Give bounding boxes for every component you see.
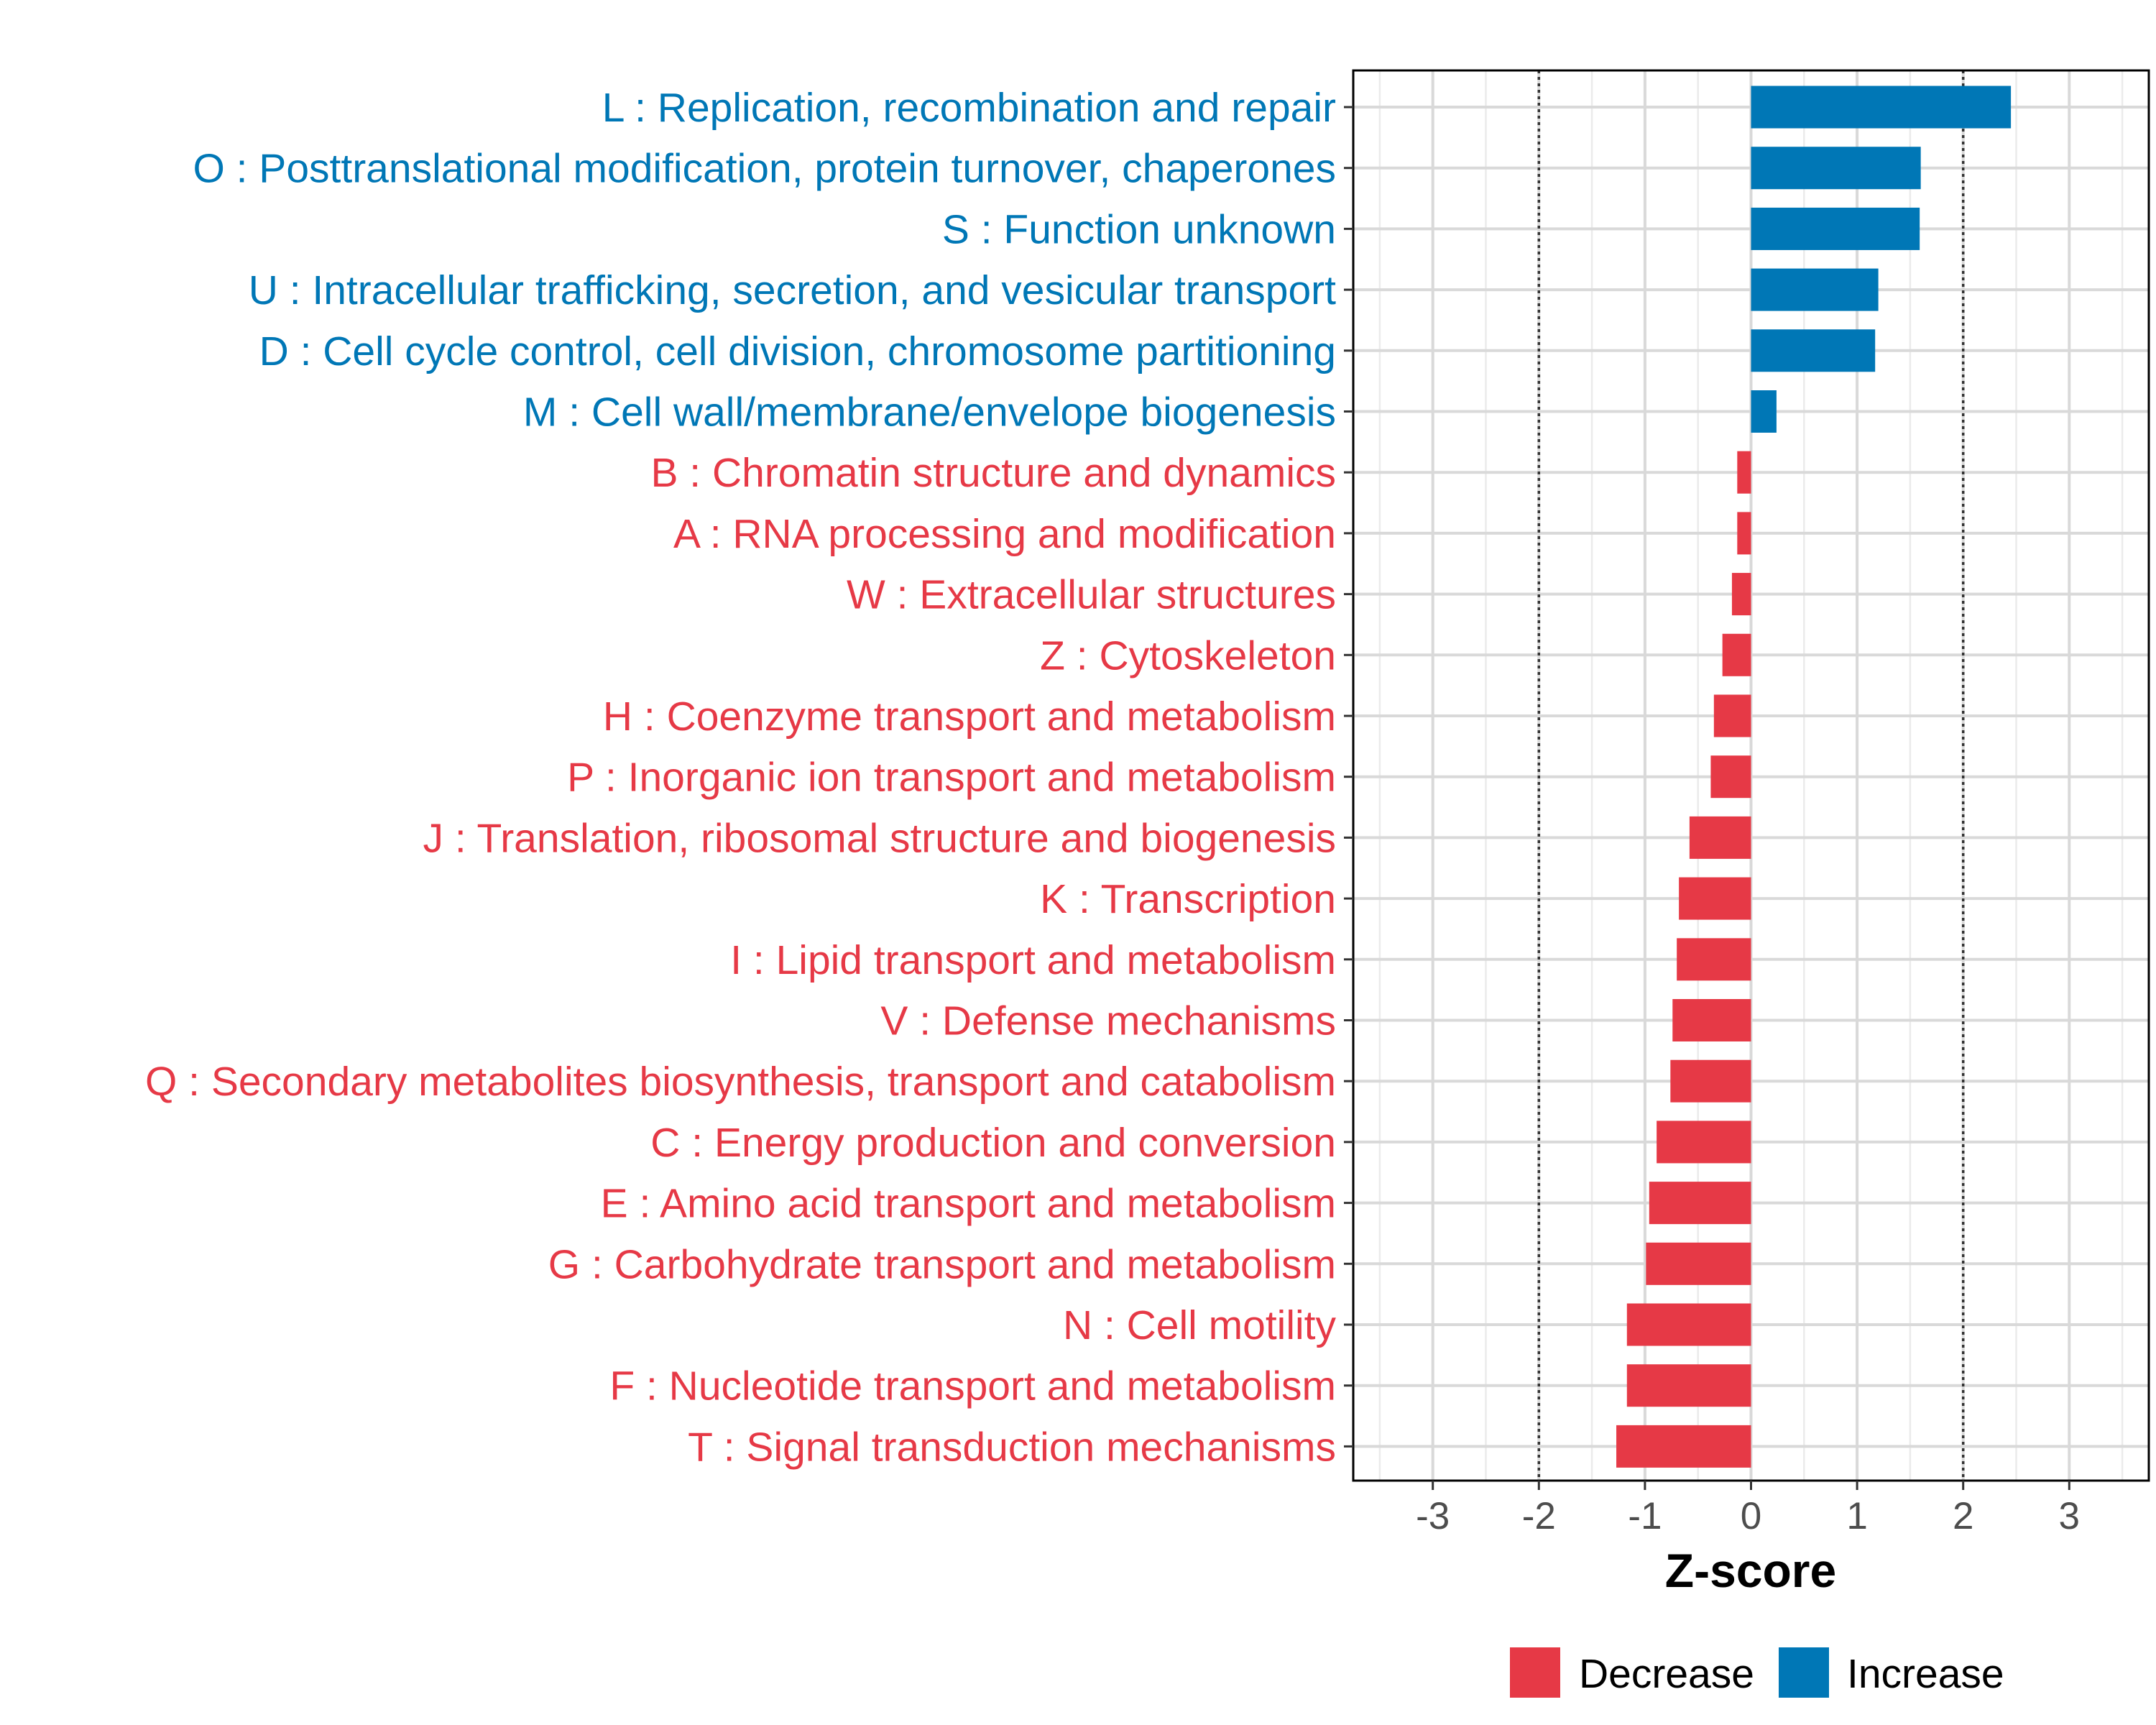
- y-axis-category-labels: L : Replication, recombination and repai…: [145, 85, 1337, 1470]
- category-label: Z : Cytoskeleton: [1040, 632, 1336, 678]
- bar: [1751, 207, 1920, 250]
- x-tick-label: 1: [1846, 1495, 1867, 1537]
- bar: [1751, 147, 1921, 190]
- bar: [1731, 573, 1751, 616]
- reference-lines: [1537, 70, 1965, 1481]
- category-label: P : Inorganic ion transport and metaboli…: [567, 755, 1336, 801]
- x-tick-label: -3: [1416, 1495, 1450, 1537]
- category-label: V : Defense mechanisms: [880, 998, 1336, 1044]
- bar: [1657, 1121, 1751, 1164]
- category-label: Q : Secondary metabolites biosynthesis, …: [145, 1059, 1336, 1105]
- category-label: W : Extracellular structures: [847, 572, 1336, 618]
- category-label: H : Coenzyme transport and metabolism: [603, 694, 1336, 740]
- bar: [1713, 694, 1751, 737]
- legend-swatch-increase: [1779, 1647, 1829, 1698]
- category-label: N : Cell motility: [1063, 1302, 1337, 1348]
- category-label: B : Chromatin structure and dynamics: [650, 450, 1336, 496]
- category-label: K : Transcription: [1040, 876, 1336, 922]
- bar: [1616, 1425, 1751, 1468]
- category-label: A : RNA processing and modification: [673, 511, 1336, 557]
- category-label: L : Replication, recombination and repai…: [602, 85, 1336, 131]
- category-label: E : Amino acid transport and metabolism: [601, 1181, 1336, 1227]
- bar: [1626, 1364, 1751, 1407]
- category-label: O : Posttranslational modification, prot…: [193, 146, 1336, 192]
- x-tick-label: 2: [1953, 1495, 1973, 1537]
- bar: [1751, 390, 1777, 433]
- bar: [1751, 268, 1879, 311]
- x-tick-label: 0: [1741, 1495, 1761, 1537]
- x-axis-ticks: -3 -2 -1 0 1 2 3: [1416, 1481, 2080, 1537]
- legend-label-increase: Increase: [1847, 1651, 2004, 1697]
- bar: [1751, 329, 1876, 372]
- bar: [1737, 451, 1751, 494]
- bar: [1689, 816, 1751, 859]
- y-axis-ticks: [1344, 106, 1353, 1448]
- bar: [1679, 877, 1751, 920]
- category-label: J : Translation, ribosomal structure and…: [423, 815, 1336, 861]
- x-axis-title: Z-score: [1665, 1544, 1836, 1597]
- bar: [1670, 1059, 1751, 1103]
- bars-layer: [1616, 86, 2012, 1468]
- legend: Decrease Increase: [1510, 1647, 2004, 1698]
- bar: [1737, 512, 1751, 555]
- bar: [1649, 1182, 1751, 1225]
- category-label: C : Energy production and conversion: [650, 1120, 1336, 1166]
- bar: [1710, 755, 1751, 799]
- category-label: F : Nucleotide transport and metabolism: [609, 1363, 1336, 1409]
- category-label: M : Cell wall/membrane/envelope biogenes…: [523, 390, 1336, 436]
- legend-label-decrease: Decrease: [1579, 1651, 1754, 1697]
- category-label: U : Intracellular trafficking, secretion…: [249, 267, 1336, 313]
- bar: [1677, 938, 1751, 981]
- category-label: G : Carbohydrate transport and metabolis…: [548, 1241, 1336, 1287]
- bar: [1672, 999, 1751, 1041]
- bar: [1626, 1303, 1751, 1346]
- x-tick-label: -1: [1628, 1495, 1662, 1537]
- bar: [1722, 633, 1751, 676]
- bar: [1646, 1242, 1751, 1285]
- category-label: D : Cell cycle control, cell division, c…: [259, 328, 1336, 374]
- category-label: T : Signal transduction mechanisms: [688, 1424, 1336, 1470]
- x-tick-label: -2: [1522, 1495, 1556, 1537]
- category-label: I : Lipid transport and metabolism: [730, 937, 1336, 983]
- category-label: S : Function unknown: [942, 206, 1336, 252]
- bar: [1751, 86, 2012, 129]
- x-tick-label: 3: [2059, 1495, 2080, 1537]
- legend-swatch-decrease: [1510, 1647, 1560, 1698]
